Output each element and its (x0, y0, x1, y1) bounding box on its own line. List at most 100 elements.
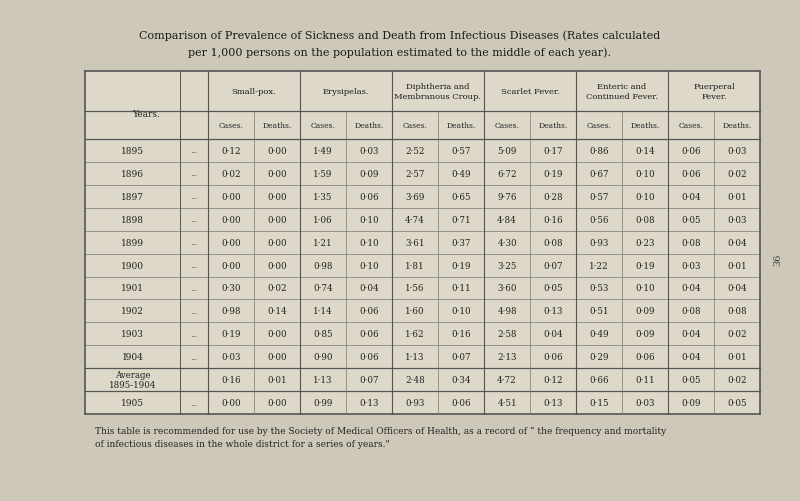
Text: 0·06: 0·06 (359, 353, 379, 362)
Text: ...: ... (190, 170, 198, 178)
Text: 0·99: 0·99 (314, 398, 333, 407)
Text: 0·11: 0·11 (635, 375, 655, 384)
Text: 0·49: 0·49 (589, 330, 609, 339)
Text: 0·00: 0·00 (267, 215, 287, 224)
Text: 0·86: 0·86 (589, 147, 609, 156)
Text: 0·09: 0·09 (635, 330, 654, 339)
Text: 0·03: 0·03 (359, 147, 378, 156)
Text: 0·00: 0·00 (267, 353, 287, 362)
Text: Years.: Years. (133, 109, 161, 118)
Text: Deaths.: Deaths. (722, 122, 752, 130)
Text: of infectious diseases in the whole district for a series of years.": of infectious diseases in the whole dist… (95, 439, 390, 448)
Text: 1·06: 1·06 (313, 215, 333, 224)
Text: 0·06: 0·06 (681, 169, 701, 178)
Text: 0·06: 0·06 (681, 147, 701, 156)
Text: 1903: 1903 (121, 330, 144, 339)
Text: 0·00: 0·00 (267, 238, 287, 247)
Text: 0·02: 0·02 (727, 330, 747, 339)
Text: 0·05: 0·05 (543, 284, 562, 293)
Text: 0·16: 0·16 (221, 375, 241, 384)
Text: 4·84: 4·84 (497, 215, 517, 224)
Text: 0·05: 0·05 (682, 215, 701, 224)
Text: Cases.: Cases. (678, 122, 703, 130)
Text: 4·30: 4·30 (497, 238, 517, 247)
Text: 0·10: 0·10 (359, 215, 379, 224)
Text: 0·05: 0·05 (727, 398, 746, 407)
Text: 0·56: 0·56 (590, 215, 609, 224)
Text: 0·14: 0·14 (267, 307, 287, 316)
Text: 0·93: 0·93 (406, 398, 425, 407)
Text: 0·13: 0·13 (543, 398, 562, 407)
Text: Diphtheria and
Membranous Croup.: Diphtheria and Membranous Croup. (394, 83, 482, 100)
Text: 0·53: 0·53 (590, 284, 609, 293)
Text: ...: ... (190, 399, 198, 407)
Text: 0·00: 0·00 (267, 398, 287, 407)
Text: ...: ... (190, 353, 198, 361)
Text: 2·58: 2·58 (498, 330, 517, 339)
Text: 0·08: 0·08 (681, 238, 701, 247)
Text: Average
1895-1904: Average 1895-1904 (109, 370, 156, 390)
Text: This table is recommended for use by the Society of Medical Officers of Health, : This table is recommended for use by the… (95, 426, 666, 435)
Text: 0·00: 0·00 (221, 261, 241, 270)
Text: 1898: 1898 (121, 215, 144, 224)
Text: 0·00: 0·00 (267, 192, 287, 201)
Text: 0·02: 0·02 (727, 169, 747, 178)
Text: 0·03: 0·03 (682, 261, 701, 270)
Text: Cases.: Cases. (494, 122, 519, 130)
Text: 0·03: 0·03 (635, 398, 654, 407)
Text: 0·02: 0·02 (727, 375, 747, 384)
Text: 0·06: 0·06 (451, 398, 471, 407)
Text: 1905: 1905 (121, 398, 144, 407)
Text: 1·21: 1·21 (313, 238, 333, 247)
Text: 0·14: 0·14 (635, 147, 655, 156)
Text: 3·25: 3·25 (498, 261, 517, 270)
Text: Cases.: Cases. (402, 122, 427, 130)
Text: 36: 36 (774, 254, 782, 266)
Text: 0·03: 0·03 (727, 215, 746, 224)
Text: 0·17: 0·17 (543, 147, 563, 156)
Text: 1896: 1896 (121, 169, 144, 178)
Text: Cases.: Cases. (586, 122, 611, 130)
Text: 2·13: 2·13 (498, 353, 517, 362)
Text: I904: I904 (122, 353, 143, 362)
Text: 0·28: 0·28 (543, 192, 563, 201)
Text: Comparison of Prevalence of Sickness and Death from Infectious Diseases (Rates c: Comparison of Prevalence of Sickness and… (139, 30, 661, 41)
Text: 4·74: 4·74 (405, 215, 425, 224)
Text: Small-pox.: Small-pox. (232, 88, 276, 96)
Text: ...: ... (190, 147, 198, 155)
Text: 0·19: 0·19 (451, 261, 470, 270)
Text: 9·76: 9·76 (498, 192, 517, 201)
Bar (85, 72, 760, 414)
Text: 1·13: 1·13 (406, 353, 425, 362)
Text: 1900: 1900 (121, 261, 144, 270)
Text: 0·03: 0·03 (222, 353, 241, 362)
Text: 3·60: 3·60 (498, 284, 517, 293)
Text: ...: ... (190, 285, 198, 293)
Text: 3·61: 3·61 (406, 238, 425, 247)
Text: 4·51: 4·51 (497, 398, 517, 407)
Text: 0·07: 0·07 (543, 261, 563, 270)
Text: 1·59: 1·59 (314, 169, 333, 178)
Text: 0·65: 0·65 (451, 192, 470, 201)
Text: 0·00: 0·00 (267, 330, 287, 339)
Text: 0·00: 0·00 (267, 169, 287, 178)
Text: 1·22: 1·22 (589, 261, 609, 270)
Text: 0·74: 0·74 (313, 284, 333, 293)
Text: 0·08: 0·08 (543, 238, 563, 247)
Text: Enteric and
Continued Fever.: Enteric and Continued Fever. (586, 83, 658, 100)
Text: 0·07: 0·07 (451, 353, 471, 362)
Text: 0·16: 0·16 (543, 215, 563, 224)
Text: ...: ... (190, 262, 198, 270)
Text: 0·37: 0·37 (451, 238, 470, 247)
Text: 0·90: 0·90 (314, 353, 333, 362)
Text: 1·14: 1·14 (313, 307, 333, 316)
Text: Erysipelas.: Erysipelas. (322, 88, 370, 96)
Text: 0·09: 0·09 (359, 169, 378, 178)
Text: Scarlet Fever.: Scarlet Fever. (501, 88, 559, 96)
Text: Cases.: Cases. (310, 122, 335, 130)
Text: 4·72: 4·72 (497, 375, 517, 384)
Text: 0·10: 0·10 (451, 307, 471, 316)
Text: Deaths.: Deaths. (538, 122, 568, 130)
Text: 0·12: 0·12 (221, 147, 241, 156)
Text: 1·60: 1·60 (405, 307, 425, 316)
